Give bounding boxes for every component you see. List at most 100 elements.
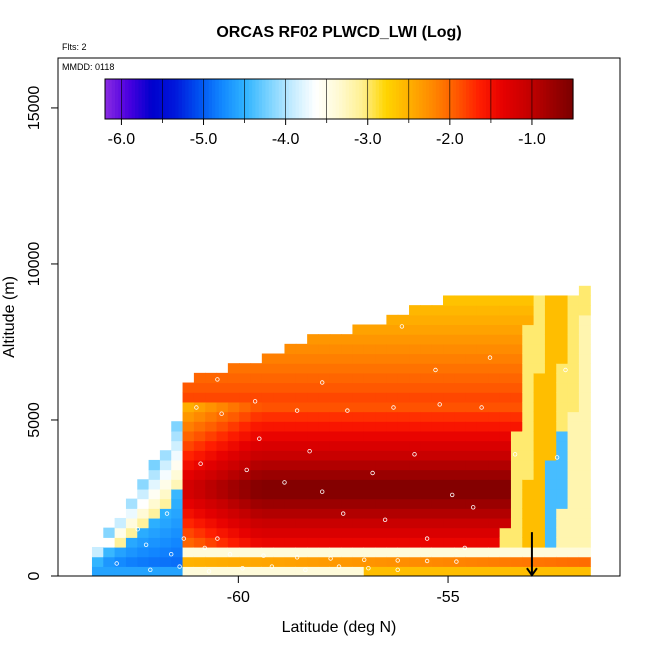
heatmap-cell [363, 334, 376, 345]
colorbar-swatch [542, 79, 547, 119]
heatmap-cell [295, 479, 308, 490]
heatmap-cell [567, 517, 580, 529]
heatmap-cell [375, 459, 387, 471]
heatmap-cell [510, 411, 523, 422]
heatmap-cell [409, 353, 421, 364]
sample-point [164, 511, 170, 516]
heatmap-cell [125, 537, 138, 548]
heatmap-cell [567, 343, 580, 355]
colorbar-swatch [145, 79, 150, 119]
y-axis: 0 5000 10000 15000 [26, 86, 58, 580]
heatmap-cell [182, 566, 195, 576]
heatmap-cell [205, 430, 218, 442]
heatmap-cell [193, 517, 206, 529]
sample-point [341, 511, 346, 516]
heatmap-cell [375, 450, 387, 461]
heatmap-cell [567, 411, 580, 422]
heatmap-cell [476, 517, 489, 529]
heatmap-cell [556, 372, 569, 384]
colorbar-swatch [402, 79, 407, 119]
sample-point [512, 452, 518, 457]
heatmap-cell [544, 537, 557, 548]
colorbar-swatch [345, 79, 350, 119]
heatmap-cell [465, 324, 478, 335]
colorbar-swatch [399, 79, 404, 119]
heatmap-cell [544, 440, 557, 451]
heatmap-cell [171, 566, 184, 576]
heatmap-cell [420, 305, 433, 316]
colorbar-swatch [265, 79, 270, 119]
heatmap-cell [465, 498, 478, 509]
heatmap-cell [488, 353, 501, 364]
heatmap-cell [488, 498, 501, 509]
heatmap-cell [544, 556, 557, 567]
heatmap-cell [488, 334, 501, 345]
heatmap-cell [295, 556, 308, 567]
heatmap-cell [205, 392, 218, 403]
heatmap-cell [386, 459, 399, 471]
heatmap-cell [216, 546, 229, 558]
heatmap-cell [465, 295, 478, 306]
heatmap-cell [227, 537, 240, 548]
heatmap-cell [250, 430, 263, 442]
heatmap-cell [510, 517, 523, 529]
heatmap-cell [533, 421, 546, 432]
colorbar-swatch [125, 79, 129, 119]
heatmap-cell [533, 411, 546, 422]
heatmap-cell [544, 353, 557, 364]
heatmap-cell [488, 469, 501, 480]
heatmap-cell [454, 295, 467, 306]
heatmap-cell [114, 517, 127, 529]
heatmap-cell [261, 469, 274, 480]
heatmap-cell [250, 479, 263, 490]
heatmap-cell [261, 353, 274, 364]
heatmap-cell [307, 440, 320, 451]
heatmap-cell [420, 372, 433, 384]
colorbar-swatch [278, 79, 283, 119]
heatmap-cell [307, 546, 320, 558]
heatmap-cell [273, 450, 286, 461]
heatmap-cell [420, 421, 433, 432]
heatmap-cell [182, 411, 195, 422]
heatmap-cell [465, 450, 478, 461]
x-axis: -60 -55 [227, 576, 460, 606]
colorbar-swatch [308, 79, 313, 119]
heatmap-cell [544, 343, 557, 355]
heatmap-cell [533, 566, 546, 576]
heatmap-cell [341, 353, 354, 364]
heatmap-cell [182, 430, 195, 442]
heatmap-cell [352, 546, 365, 558]
heatmap-cell [284, 372, 297, 384]
heatmap-cell [431, 372, 444, 384]
heatmap-cell [544, 314, 557, 326]
y-tick-label: 0 [26, 571, 43, 580]
heatmap-cell [556, 392, 569, 403]
heatmap-cell [499, 556, 512, 567]
heatmap-cell [318, 566, 331, 576]
heatmap-cell [556, 411, 569, 422]
heatmap-cell [386, 479, 399, 490]
colorbar-swatch [168, 79, 173, 119]
heatmap-cell [329, 469, 342, 480]
sample-point [454, 559, 459, 564]
heatmap-cell [352, 459, 365, 471]
heatmap-cell [193, 498, 206, 509]
heatmap-cell [397, 469, 410, 480]
colorbar-swatch [339, 79, 343, 119]
heatmap-cell [578, 382, 591, 393]
colorbar-swatch [462, 79, 467, 119]
heatmap-cell [284, 459, 297, 471]
sample-point [382, 517, 388, 522]
heatmap-cell [375, 527, 387, 538]
colorbar-swatch [439, 79, 444, 119]
heatmap-cell [295, 450, 308, 461]
heatmap-cell [544, 498, 557, 509]
heatmap-cell [397, 401, 410, 413]
heatmap-cell [205, 440, 218, 451]
heatmap-cell [465, 372, 478, 384]
heatmap-cell [295, 353, 308, 364]
heatmap-cell [227, 392, 240, 403]
heatmap-cell [533, 314, 546, 326]
heatmap-cell [250, 527, 263, 538]
heatmap-cell [443, 469, 455, 480]
